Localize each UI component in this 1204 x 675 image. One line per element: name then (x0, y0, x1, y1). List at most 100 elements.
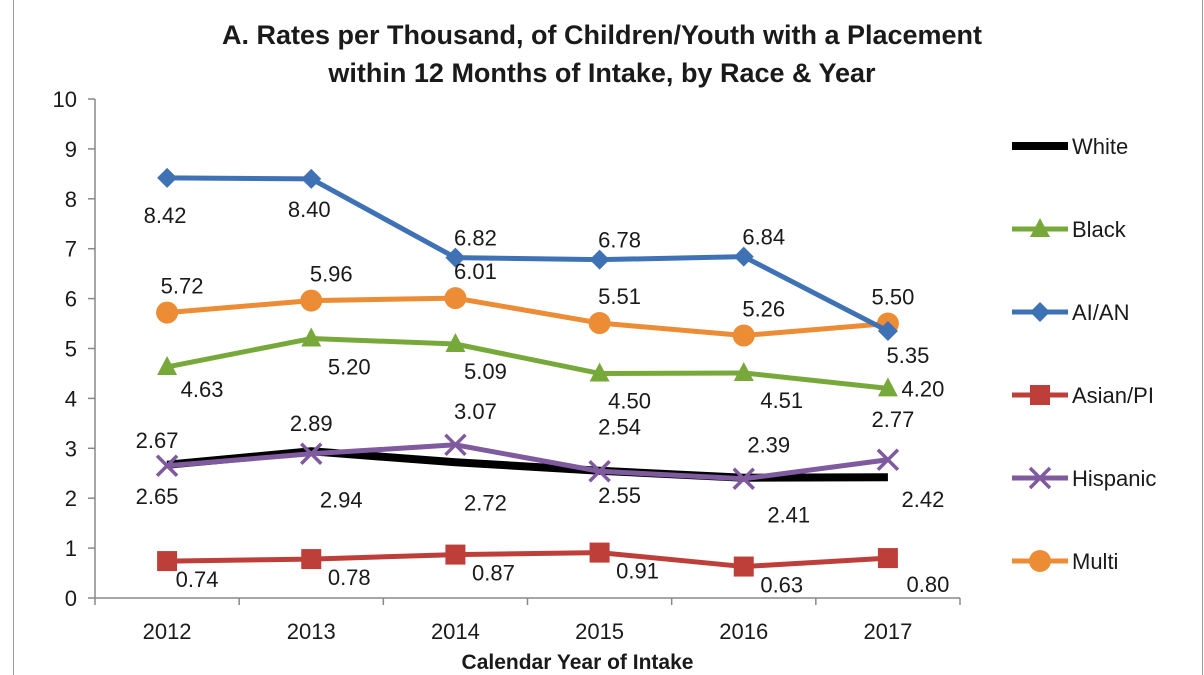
data-point-ai-an (157, 167, 178, 188)
data-point-ai-an (445, 247, 466, 268)
legend-label-asian-pi: Asian/PI (1072, 383, 1154, 408)
legend-label-multi: Multi (1072, 549, 1118, 574)
legend-marker-multi (1029, 550, 1051, 572)
data-point-multi (588, 312, 611, 335)
data-label-ai-an: 6.84 (742, 225, 785, 250)
chart-title-line-1: A. Rates per Thousand, of Children/Youth… (221, 20, 983, 50)
data-label-ai-an: 5.35 (887, 343, 930, 368)
data-label-black: 5.20 (328, 355, 371, 380)
data-point-asian-pi (877, 548, 898, 569)
data-label-white: 2.67 (136, 428, 179, 453)
data-point-hispanic (444, 433, 467, 457)
data-label-white: 2.55 (598, 483, 641, 508)
data-label-multi: 5.72 (161, 274, 204, 299)
data-label-multi: 5.50 (872, 285, 915, 310)
data-point-ai-an (589, 249, 610, 270)
data-label-hispanic: 2.54 (598, 414, 641, 439)
data-label-multi: 5.51 (598, 284, 641, 309)
y-tick-label: 6 (65, 287, 77, 312)
data-point-asian-pi (733, 556, 754, 577)
y-tick-label: 5 (65, 337, 77, 362)
data-label-black: 5.09 (464, 359, 507, 384)
y-tick-label: 1 (65, 536, 77, 561)
legend-marker-hispanic (1028, 466, 1052, 490)
series-line-multi (166, 295, 889, 339)
y-tick-label: 2 (65, 486, 77, 511)
data-label-white: 2.94 (320, 488, 363, 513)
x-tick-label: 2016 (719, 619, 768, 644)
series-line-asian-pi (167, 550, 889, 570)
legend-marker-ai-an (1030, 302, 1050, 322)
data-label-multi: 5.96 (310, 262, 353, 287)
legend-label-ai-an: AI/AN (1072, 300, 1129, 325)
chart-frame (13, 0, 1203, 675)
legend-label-hispanic: Hispanic (1072, 466, 1156, 491)
y-tick-label: 10 (53, 87, 77, 112)
data-point-multi (732, 324, 755, 347)
series-line-ai-an (167, 175, 890, 334)
y-tick-label: 7 (65, 237, 77, 262)
legend-marker-asian-pi (1030, 385, 1050, 405)
data-point-black (733, 361, 754, 381)
data-label-asian-pi: 0.63 (760, 573, 803, 598)
x-tick-label: 2014 (431, 619, 480, 644)
data-point-hispanic (732, 467, 755, 490)
data-point-ai-an (301, 168, 322, 189)
series-line-hispanic (166, 442, 889, 482)
data-label-ai-an: 6.78 (598, 228, 641, 253)
data-label-hispanic: 2.65 (136, 484, 179, 509)
data-label-hispanic: 2.39 (747, 433, 790, 458)
data-point-hispanic (588, 460, 611, 483)
data-label-ai-an: 8.40 (288, 197, 331, 222)
data-label-asian-pi: 0.87 (472, 561, 515, 586)
data-label-ai-an: 6.82 (454, 226, 497, 251)
legend-marker-black (1030, 218, 1050, 237)
data-point-hispanic (876, 448, 900, 472)
x-tick-label: 2015 (575, 619, 624, 644)
data-point-asian-pi (301, 549, 322, 570)
data-label-asian-pi: 0.80 (907, 572, 950, 597)
data-label-ai-an: 8.42 (144, 203, 187, 228)
data-label-asian-pi: 0.91 (616, 559, 659, 584)
data-point-multi (300, 289, 323, 312)
legend-label-black: Black (1072, 217, 1127, 242)
data-label-hispanic: 2.77 (872, 407, 915, 432)
data-point-black (589, 362, 610, 382)
data-label-black: 4.20 (902, 376, 945, 401)
data-point-hispanic (300, 442, 323, 466)
data-point-asian-pi (445, 544, 466, 565)
data-label-hispanic: 2.89 (290, 411, 333, 436)
data-point-black (445, 333, 466, 353)
x-tick-label: 2017 (863, 619, 912, 644)
x-tick-label: 2013 (287, 619, 336, 644)
x-tick-label: 2012 (143, 619, 192, 644)
data-label-asian-pi: 0.74 (176, 567, 219, 592)
data-label-white: 2.41 (767, 503, 810, 528)
data-label-black: 4.63 (181, 377, 224, 402)
data-point-black (301, 327, 322, 347)
data-point-ai-an (733, 246, 754, 267)
data-label-asian-pi: 0.78 (328, 565, 371, 590)
y-tick-label: 4 (65, 386, 77, 411)
y-tick-label: 3 (65, 436, 77, 461)
x-axis-title: Calendar Year of Intake (462, 651, 694, 674)
data-label-black: 4.51 (760, 388, 803, 413)
legend-label-white: White (1072, 134, 1128, 159)
data-point-black (157, 355, 178, 375)
data-label-black: 4.50 (608, 388, 651, 413)
data-label-multi: 6.01 (454, 259, 497, 284)
y-tick-label: 0 (65, 586, 77, 611)
data-point-black (877, 377, 898, 397)
data-label-white: 2.72 (464, 490, 507, 515)
data-label-hispanic: 3.07 (454, 399, 497, 424)
y-tick-label: 9 (65, 137, 77, 162)
data-point-multi (444, 287, 467, 310)
data-label-white: 2.42 (902, 487, 945, 512)
data-point-asian-pi (157, 551, 178, 572)
data-label-multi: 5.26 (742, 297, 785, 322)
y-tick-label: 8 (65, 187, 77, 212)
data-point-ai-an (877, 321, 898, 342)
data-point-multi (156, 301, 179, 324)
data-point-asian-pi (589, 542, 610, 563)
